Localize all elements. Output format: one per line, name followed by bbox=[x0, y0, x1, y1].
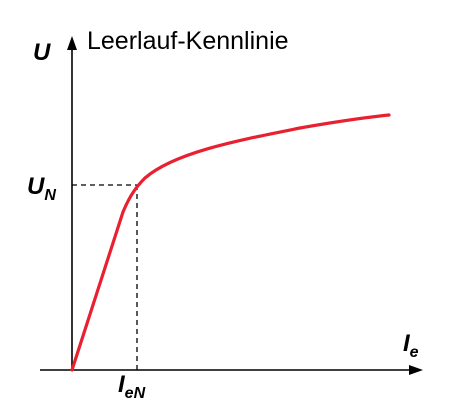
nominal-voltage-label-main: U bbox=[27, 173, 45, 200]
y-axis-label: U bbox=[33, 39, 51, 66]
y-axis-arrow-icon bbox=[67, 36, 77, 50]
nominal-voltage-label-sub: N bbox=[44, 187, 56, 204]
x-axis-label-sub: e bbox=[410, 344, 419, 361]
x-axis-arrow-icon bbox=[409, 365, 423, 375]
x-axis-label: Ie bbox=[403, 330, 419, 361]
nominal-voltage-label: UN bbox=[27, 173, 56, 204]
x-axis-label-main: I bbox=[403, 330, 411, 357]
diagram-title: Leerlauf-Kennlinie bbox=[87, 27, 289, 55]
nominal-current-label-sub: eN bbox=[125, 385, 146, 402]
characteristic-curve bbox=[70, 113, 391, 372]
nominal-current-label-main: I bbox=[118, 371, 126, 398]
nominal-current-label: IeN bbox=[118, 371, 146, 402]
